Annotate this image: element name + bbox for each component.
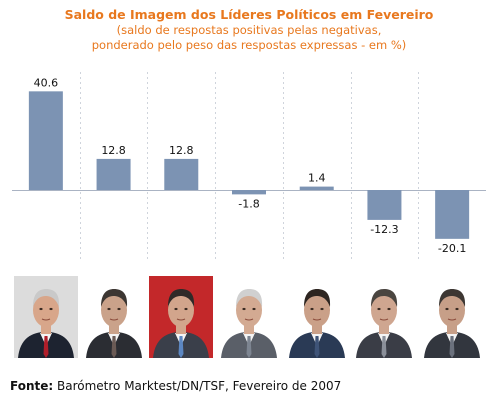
- data-label: -1.8: [238, 197, 259, 210]
- portrait-photo: [217, 276, 281, 358]
- data-label: 12.8: [169, 144, 194, 157]
- chart-subtitle-line2: ponderado pelo peso das respostas expres…: [91, 38, 407, 52]
- data-label: 40.6: [34, 76, 59, 89]
- bar: [367, 190, 402, 220]
- chart-title: Saldo de Imagem dos Líderes Políticos em…: [64, 7, 434, 22]
- portrait-photo: [149, 276, 213, 358]
- bar: [164, 158, 199, 190]
- source-note: Fonte: Barómetro Marktest/DN/TSF, Fevere…: [10, 379, 341, 393]
- chart-subtitle-line1: (saldo de respostas positivas pelas nega…: [116, 23, 382, 37]
- bar: [299, 186, 334, 190]
- bar-chart: 40.6 12.8 12.8 -1.8 1.4 -12.3 -20.1: [12, 72, 486, 262]
- portrait-photo: [420, 276, 484, 358]
- bar: [232, 190, 266, 195]
- data-label: 12.8: [101, 144, 126, 157]
- data-label: 1.4: [308, 172, 326, 185]
- portrait-photo: [352, 276, 416, 358]
- data-label: -12.3: [370, 223, 398, 236]
- portrait-photo: [285, 276, 349, 358]
- portrait-photo: [14, 276, 78, 358]
- bar: [28, 91, 63, 190]
- source-label: Fonte:: [10, 379, 54, 393]
- chart-titles: Saldo de Imagem dos Líderes Políticos em…: [0, 7, 498, 53]
- source-text: Barómetro Marktest/DN/TSF, Fevereiro de …: [53, 379, 342, 393]
- bar: [435, 190, 470, 239]
- portrait-strip: [0, 276, 498, 360]
- portrait-photo: [82, 276, 146, 358]
- data-label: -20.1: [438, 242, 466, 255]
- bar: [96, 158, 131, 190]
